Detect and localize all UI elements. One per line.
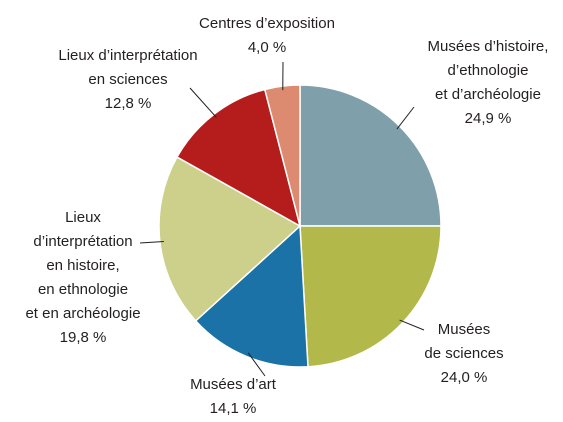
slice-label: Lieux d’interprétation xyxy=(58,47,197,64)
slice-label: en histoire, xyxy=(46,257,119,274)
slice-label: Musées xyxy=(438,321,491,338)
value-label: 24,0 % xyxy=(441,369,488,386)
value-label: 4,0 % xyxy=(248,39,286,56)
value-label: 19,8 % xyxy=(60,329,107,346)
slice-label: et en archéologie xyxy=(25,305,140,322)
slice-label: Centres d’exposition xyxy=(199,15,335,32)
leader-line xyxy=(247,352,266,377)
value-label: 14,1 % xyxy=(210,400,257,417)
value-label: 12,8 % xyxy=(105,95,152,112)
leader-line xyxy=(139,241,164,244)
leader-line xyxy=(399,319,425,331)
pie-slice xyxy=(194,224,309,368)
slice-label: Musées d’histoire, xyxy=(428,38,549,55)
value-label: 24,9 % xyxy=(465,110,512,127)
pie-slice xyxy=(263,84,301,227)
slice-label: Musées d’art xyxy=(190,376,277,393)
slice-label: d’ethnologie xyxy=(448,62,529,79)
leader-line xyxy=(189,87,217,118)
slice-label: en sciences xyxy=(88,71,167,88)
leader-line xyxy=(396,106,415,130)
slice-label: et d’archéologie xyxy=(435,86,541,103)
slice-label: de sciences xyxy=(424,345,503,362)
slice-label: Lieux xyxy=(65,209,101,226)
slice-label: en ethnologie xyxy=(38,281,128,298)
pie-slice xyxy=(299,84,442,227)
pie-slice xyxy=(299,225,442,368)
slice-label: d’interprétation xyxy=(33,233,132,250)
